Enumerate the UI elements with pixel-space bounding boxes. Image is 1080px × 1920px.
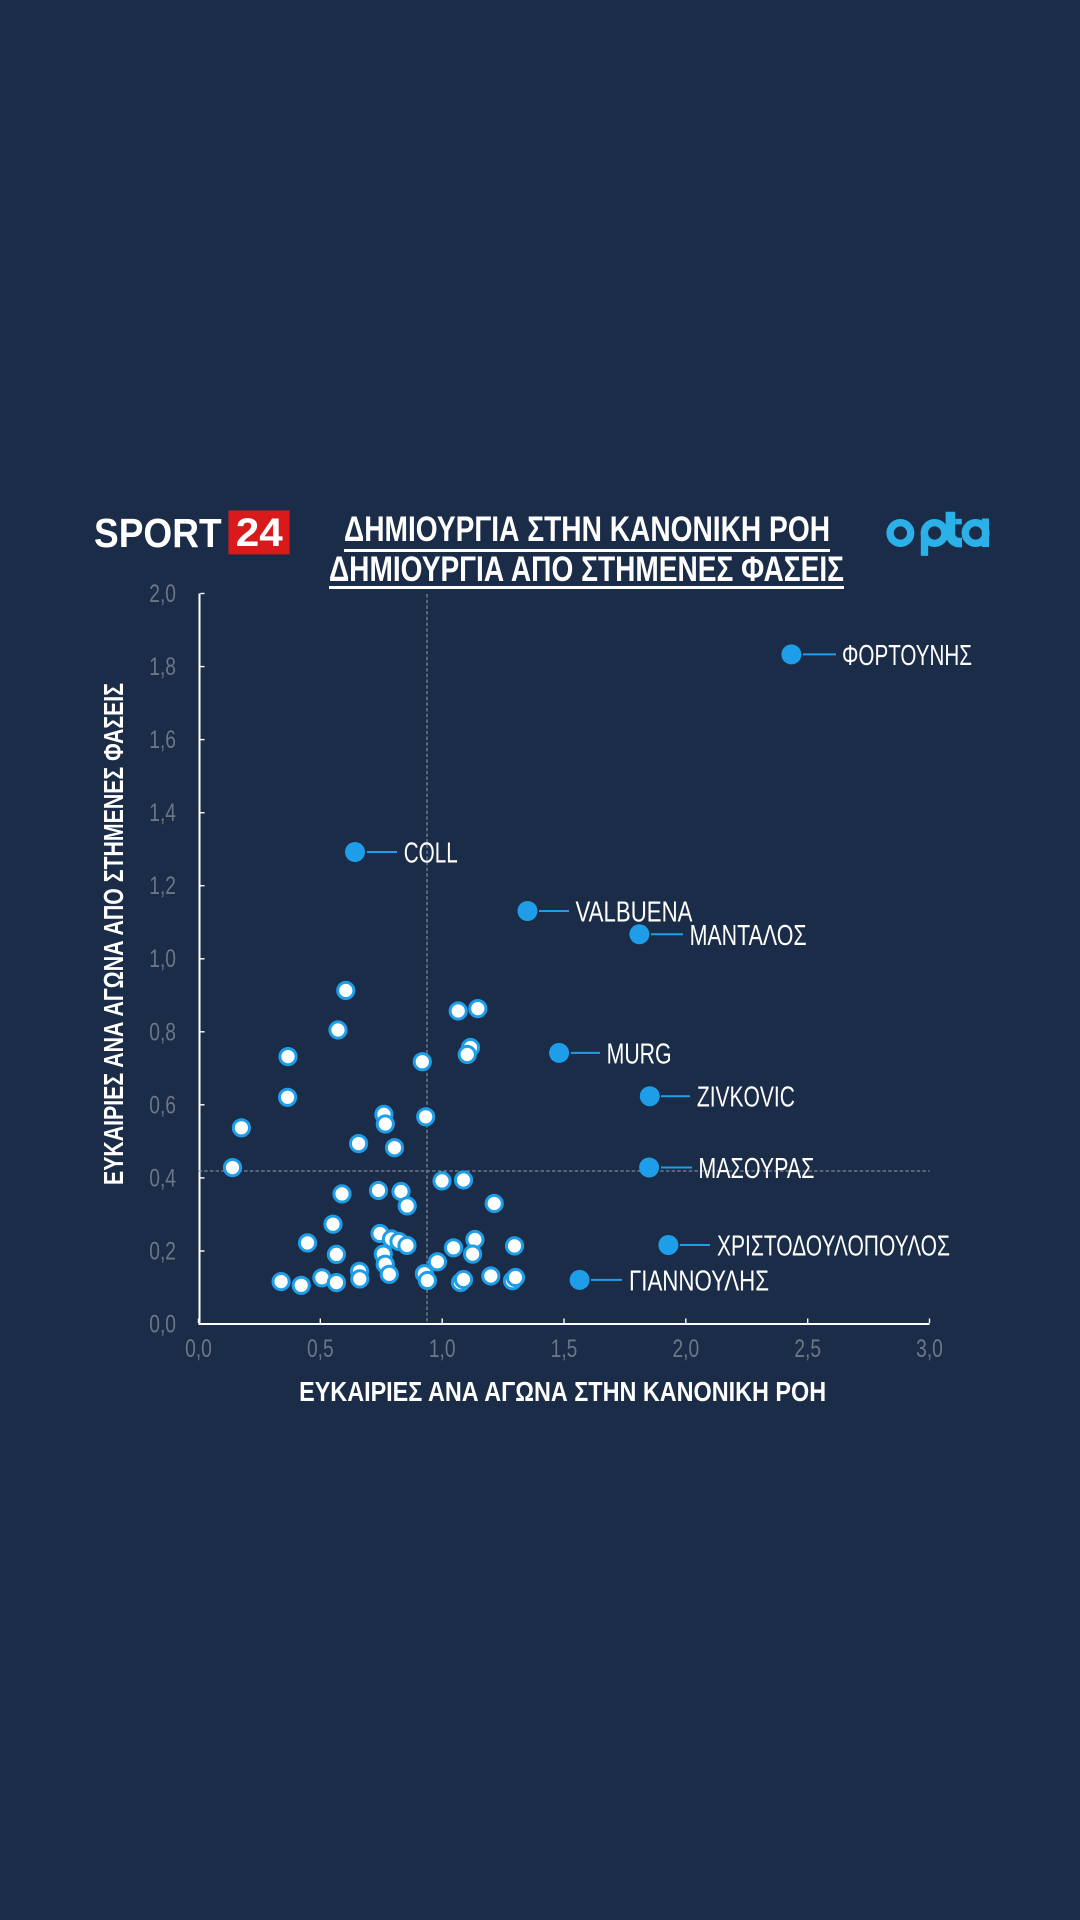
svg-text:0,2: 0,2 xyxy=(149,1238,176,1266)
svg-text:1,6: 1,6 xyxy=(149,726,176,754)
svg-text:ZIVKOVIC: ZIVKOVIC xyxy=(697,1082,795,1114)
svg-text:ΕΥΚΑΙΡΙΕΣ ΑΝΑ ΑΓΩΝΑ ΣΤΗΝ ΚΑΝΟΝ: ΕΥΚΑΙΡΙΕΣ ΑΝΑ ΑΓΩΝΑ ΣΤΗΝ ΚΑΝΟΝΙΚΗ ΡΟΗ xyxy=(299,1376,826,1407)
svg-text:2,5: 2,5 xyxy=(794,1335,821,1363)
svg-text:1,4: 1,4 xyxy=(149,799,176,827)
svg-text:2,0: 2,0 xyxy=(672,1335,699,1363)
svg-text:0,0: 0,0 xyxy=(185,1335,212,1363)
svg-text:ΜΑΝΤΑΛΟΣ: ΜΑΝΤΑΛΟΣ xyxy=(690,920,807,952)
svg-text:1,2: 1,2 xyxy=(149,872,176,900)
svg-text:1,8: 1,8 xyxy=(149,653,176,681)
svg-text:ΦΟΡΤΟΥΝΗΣ: ΦΟΡΤΟΥΝΗΣ xyxy=(842,640,972,672)
svg-text:SPORT: SPORT xyxy=(94,510,222,556)
svg-text:ΜΑΣΟΥΡΑΣ: ΜΑΣΟΥΡΑΣ xyxy=(698,1153,814,1185)
svg-text:ΓΙΑΝΝΟΥΛΗΣ: ΓΙΑΝΝΟΥΛΗΣ xyxy=(629,1265,769,1297)
svg-text:ΕΥΚΑΙΡΙΕΣ ΑΝΑ ΑΓΩΝΑ ΑΠΟ ΣΤΗΜΕΝ: ΕΥΚΑΙΡΙΕΣ ΑΝΑ ΑΓΩΝΑ ΑΠΟ ΣΤΗΜΕΝΕΣ ΦΑΣΕΙΣ xyxy=(98,683,129,1185)
svg-text:2,0: 2,0 xyxy=(149,580,176,608)
svg-text:0,4: 0,4 xyxy=(149,1164,176,1192)
svg-text:VALBUENA: VALBUENA xyxy=(576,897,694,929)
svg-text:1,0: 1,0 xyxy=(149,945,176,973)
svg-text:MURG: MURG xyxy=(607,1038,672,1070)
svg-text:ΔΗΜΙΟΥΡΓΙΑ ΣΤΗΝ ΚΑΝΟΝΙΚΗ ΡΟΗ: ΔΗΜΙΟΥΡΓΙΑ ΣΤΗΝ ΚΑΝΟΝΙΚΗ ΡΟΗ xyxy=(344,510,830,549)
svg-text:0,5: 0,5 xyxy=(307,1335,334,1363)
svg-text:0,0: 0,0 xyxy=(149,1311,176,1339)
svg-text:COLL: COLL xyxy=(404,838,458,870)
svg-text:0,8: 0,8 xyxy=(149,1018,176,1046)
svg-text:ΧΡΙΣΤΟΔΟΥΛΟΠΟΥΛΟΣ: ΧΡΙΣΤΟΔΟΥΛΟΠΟΥΛΟΣ xyxy=(717,1231,950,1263)
svg-text:3,0: 3,0 xyxy=(916,1335,943,1363)
svg-text:24: 24 xyxy=(236,511,284,555)
svg-text:ΔΗΜΙΟΥΡΓΙΑ ΑΠΟ ΣΤΗΜΕΝΕΣ ΦΑΣΕΙΣ: ΔΗΜΙΟΥΡΓΙΑ ΑΠΟ ΣΤΗΜΕΝΕΣ ΦΑΣΕΙΣ xyxy=(329,550,844,589)
svg-text:0,6: 0,6 xyxy=(149,1091,176,1119)
svg-text:1,0: 1,0 xyxy=(429,1335,456,1363)
svg-text:1,5: 1,5 xyxy=(551,1335,578,1363)
